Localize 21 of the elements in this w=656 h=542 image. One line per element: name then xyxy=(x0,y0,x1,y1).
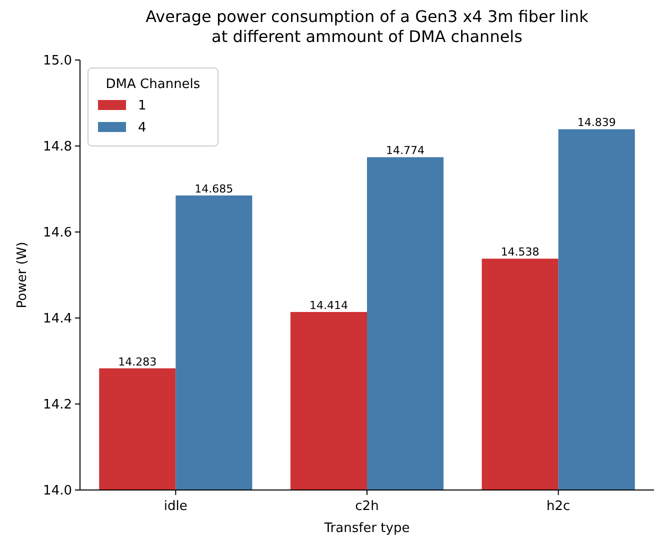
data-label: 14.839 xyxy=(577,116,616,130)
y-tick-label: 14.2 xyxy=(43,398,72,413)
data-label: 14.774 xyxy=(386,144,425,158)
x-tick-label: h2c xyxy=(546,499,570,514)
x-axis-title: Transfer type xyxy=(323,521,410,536)
data-label: 14.685 xyxy=(194,182,234,196)
y-tick-label: 14.6 xyxy=(43,226,72,241)
x-tick-label: c2h xyxy=(355,499,379,514)
data-label: 14.538 xyxy=(500,246,540,259)
chart-title: Average power consumption of a Gen3 x4 3m fiber link at different ammount of DMA channels xyxy=(146,7,590,46)
legend-label: 1 xyxy=(138,98,146,114)
legend-title: DMA Channels xyxy=(106,77,200,92)
y-tick-label: 14.0 xyxy=(43,484,72,499)
x-tick-label: idle xyxy=(164,499,188,514)
legend-label: 4 xyxy=(138,120,146,136)
data-label: 14.283 xyxy=(118,355,157,368)
y-tick-label: 14.8 xyxy=(43,140,72,155)
data-label: 14.414 xyxy=(309,298,348,312)
y-axis-title: Power (W) xyxy=(15,242,30,308)
y-tick-label: 15.0 xyxy=(43,54,72,69)
y-tick-label: 14.4 xyxy=(43,312,72,327)
